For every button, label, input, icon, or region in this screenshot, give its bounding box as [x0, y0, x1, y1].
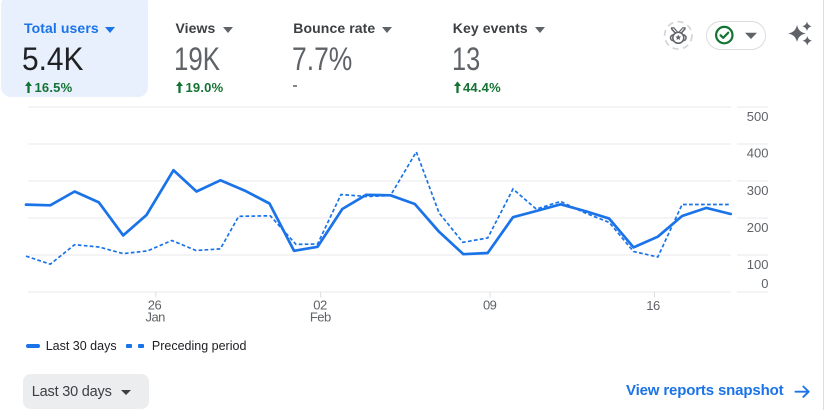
- svg-text:26: 26: [148, 298, 162, 313]
- svg-text:09: 09: [483, 298, 497, 313]
- svg-text:500: 500: [747, 109, 769, 124]
- svg-text:0: 0: [761, 276, 768, 291]
- svg-text:Jan: Jan: [145, 309, 165, 324]
- svg-text:400: 400: [747, 146, 769, 161]
- svg-text:02: 02: [313, 298, 327, 313]
- svg-text:200: 200: [747, 220, 769, 235]
- svg-text:100: 100: [747, 257, 769, 272]
- svg-text:Feb: Feb: [310, 309, 331, 324]
- svg-text:16: 16: [646, 298, 660, 313]
- svg-text:300: 300: [747, 183, 769, 198]
